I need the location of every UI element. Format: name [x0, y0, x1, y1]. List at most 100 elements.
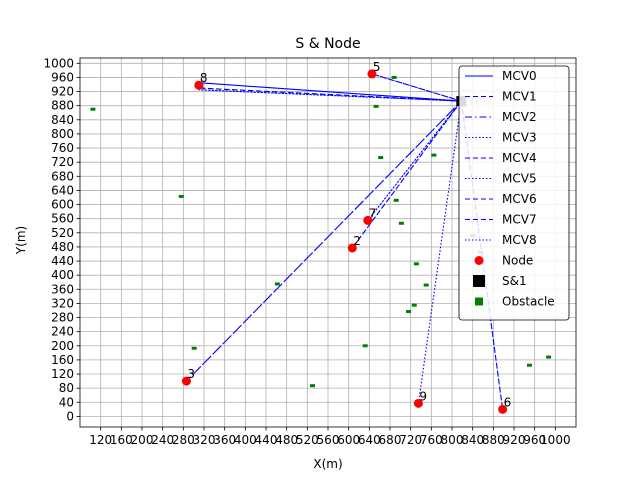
- x-tick-label: 1000: [540, 433, 571, 447]
- legend-label: MCV7: [502, 213, 537, 227]
- mcv-route-mcv4: [351, 100, 462, 249]
- legend-swatch-node: [474, 256, 484, 265]
- legend-label: MCV8: [502, 233, 537, 247]
- x-tick-label: 520: [296, 433, 319, 447]
- y-tick-label: 880: [51, 99, 74, 113]
- x-tick-label: 320: [193, 433, 216, 447]
- x-tick-label: 440: [255, 433, 278, 447]
- obstacle-marker: [411, 303, 417, 307]
- x-tick-label: 200: [131, 433, 154, 447]
- x-tick-label: 240: [151, 433, 174, 447]
- y-tick-label: 720: [51, 155, 74, 169]
- y-tick-label: 960: [51, 70, 74, 84]
- obstacle-marker: [362, 344, 368, 348]
- x-tick-label: 160: [110, 433, 133, 447]
- y-tick-label: 640: [51, 183, 74, 197]
- y-tick-label: 440: [51, 254, 74, 268]
- x-tick-label: 840: [461, 433, 484, 447]
- y-tick-label: 160: [51, 353, 74, 367]
- node-label: 2: [353, 234, 361, 248]
- obstacle-marker: [378, 156, 384, 160]
- y-tick-label: 80: [59, 381, 74, 395]
- x-tick-label: 640: [358, 433, 381, 447]
- obstacle-marker: [431, 153, 437, 157]
- node-marker: [181, 376, 191, 386]
- legend-label: MCV0: [502, 69, 537, 83]
- chart-title: S & Node: [295, 36, 360, 52]
- x-tick-label: 680: [379, 433, 402, 447]
- node-label: 3: [187, 367, 195, 381]
- obstacle-marker: [274, 282, 280, 286]
- x-tick-label: 880: [482, 433, 505, 447]
- x-axis-label: X(m): [313, 457, 342, 471]
- legend-label: Node: [502, 254, 533, 268]
- node-marker: [413, 398, 423, 408]
- node-marker: [367, 69, 377, 79]
- obstacle-marker: [310, 384, 315, 388]
- legend-swatch-station: [473, 275, 485, 287]
- x-tick-label: 760: [420, 433, 443, 447]
- y-tick-label: 120: [51, 367, 74, 381]
- y-tick-label: 760: [51, 141, 74, 155]
- node-marker: [194, 80, 204, 90]
- y-tick-label: 800: [51, 127, 74, 141]
- y-tick-label: 1000: [43, 56, 74, 70]
- mcv-route-mcv2: [186, 100, 462, 382]
- y-tick-label: 240: [51, 325, 74, 339]
- y-tick-label: 200: [51, 339, 74, 353]
- node-label: 5: [373, 60, 381, 74]
- obstacle-marker: [406, 310, 412, 314]
- y-tick-label: 40: [59, 395, 74, 409]
- plot-frame: [79, 57, 577, 428]
- obstacle-marker: [398, 221, 404, 225]
- mcv-route-mcv8: [198, 89, 462, 102]
- mcv-route-mcv3: [417, 101, 462, 404]
- node-label: 6: [504, 395, 512, 409]
- y-tick-label: 320: [51, 296, 74, 310]
- obstacle-marker: [413, 262, 419, 266]
- legend-label: MCV4: [502, 151, 537, 165]
- obstacle-marker: [391, 75, 397, 79]
- obstacle-series: [90, 75, 552, 388]
- node-label: 7: [369, 206, 377, 220]
- x-tick-label: 280: [172, 433, 195, 447]
- node-marker: [347, 243, 357, 253]
- node-label: 8: [200, 71, 208, 85]
- legend-box: [458, 65, 570, 321]
- y-tick-label: 600: [51, 198, 74, 212]
- node-label: 9: [419, 389, 427, 403]
- x-tick-label: 600: [337, 433, 360, 447]
- obstacle-marker: [178, 194, 184, 198]
- obstacle-marker: [527, 363, 532, 367]
- y-tick-label: 280: [51, 311, 74, 325]
- x-tick-label: 400: [234, 433, 257, 447]
- y-tick-label: 560: [51, 212, 74, 226]
- legend-label: MCV1: [502, 90, 537, 104]
- legend-label: MCV3: [502, 131, 537, 145]
- y-tick-label: 480: [51, 240, 74, 254]
- node-marker: [498, 404, 508, 414]
- y-tick-label: 360: [51, 282, 74, 296]
- y-tick-label: 680: [51, 169, 74, 183]
- obstacle-marker: [393, 198, 399, 202]
- legend-label: S&1: [502, 274, 527, 288]
- obstacle-marker: [191, 346, 197, 350]
- obstacle-marker: [373, 104, 379, 108]
- node-marker: [363, 215, 373, 225]
- axes: 1201602002402803203604004404805205606006…: [43, 56, 577, 447]
- obstacle-marker: [546, 355, 552, 359]
- obstacle-marker: [90, 107, 96, 111]
- obstacle-marker: [423, 283, 429, 287]
- x-tick-label: 720: [399, 433, 422, 447]
- x-tick-label: 560: [317, 433, 340, 447]
- legend-label: MCV2: [502, 110, 537, 124]
- y-tick-label: 840: [51, 113, 74, 127]
- x-tick-label: 360: [213, 433, 236, 447]
- mcv-route-mcv1: [371, 73, 462, 102]
- legend-label: MCV5: [502, 172, 537, 186]
- x-tick-label: 920: [503, 433, 526, 447]
- y-tick-label: 0: [66, 409, 74, 423]
- x-tick-label: 120: [89, 433, 112, 447]
